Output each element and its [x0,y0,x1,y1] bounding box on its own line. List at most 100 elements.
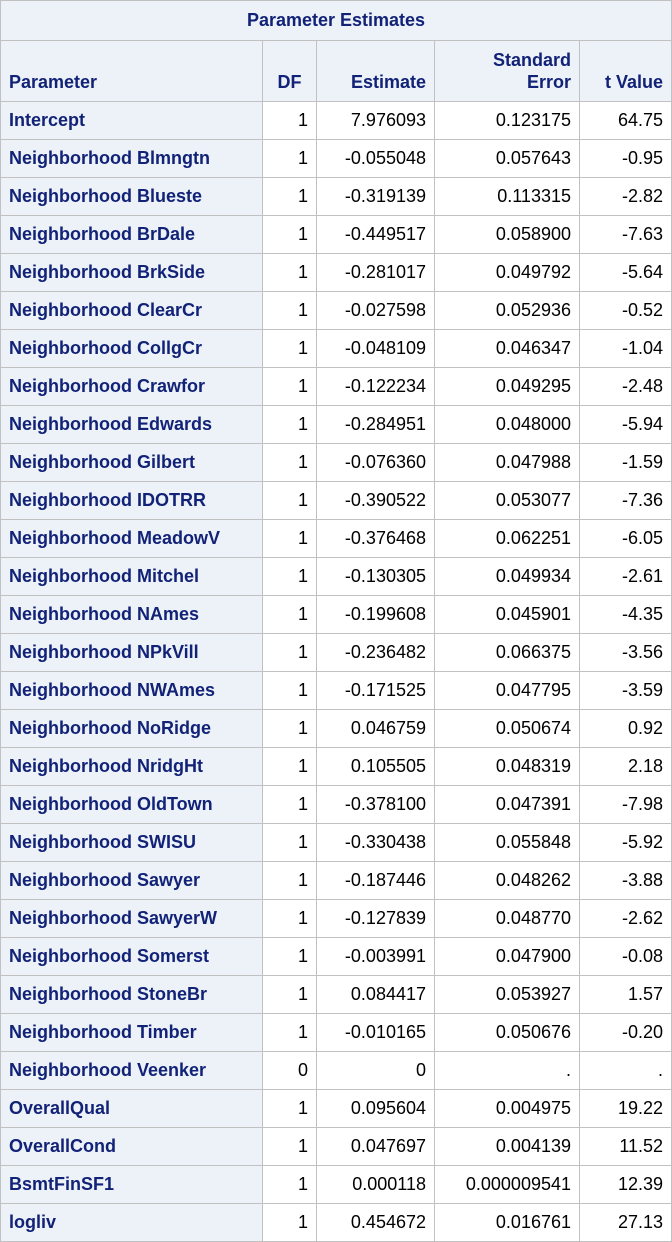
parameter-cell: BsmtFinSF1 [0,1165,263,1204]
table-row: BsmtFinSF1 1 0.000118 0.000009541 12.39 [0,1165,672,1204]
t-value-cell: -4.35 [578,595,672,634]
estimate-cell: -0.055048 [316,139,435,178]
df-cell: 1 [262,557,317,596]
standard-error-cell: 0.050674 [434,709,580,748]
parameter-cell: Neighborhood NAmes [0,595,263,634]
estimate-cell: 0.084417 [316,975,435,1014]
parameter-cell: logliv [0,1203,263,1242]
df-cell: 1 [262,215,317,254]
t-value-cell: 19.22 [578,1089,672,1128]
df-cell: 0 [262,1051,317,1090]
t-value-cell: -2.48 [578,367,672,406]
t-value-cell: 12.39 [578,1165,672,1204]
t-value-cell: -0.52 [578,291,672,330]
parameter-cell: Neighborhood StoneBr [0,975,263,1014]
parameter-cell: Neighborhood Blueste [0,177,263,216]
estimate-cell: -0.127839 [316,899,435,938]
standard-error-cell: 0.050676 [434,1013,580,1052]
table-body: Intercept 1 7.976093 0.123175 64.75 Neighborh… [0,101,672,1242]
estimate-cell: -0.236482 [316,633,435,672]
df-cell: 1 [262,177,317,216]
table-row: Neighborhood SawyerW 1 -0.127839 0.048770 -2… [0,899,672,938]
df-cell: 1 [262,405,317,444]
df-cell: 1 [262,861,317,900]
estimate-cell: -0.449517 [316,215,435,254]
standard-error-cell: 0.047795 [434,671,580,710]
t-value-cell: -7.63 [578,215,672,254]
t-value-cell: . [578,1051,672,1090]
table-row: OverallCond 1 0.047697 0.004139 11.52 [0,1127,672,1166]
estimate-cell: -0.376468 [316,519,435,558]
df-cell: 1 [262,899,317,938]
t-value-cell: -5.94 [578,405,672,444]
estimate-cell: 0.454672 [316,1203,435,1242]
parameter-cell: Neighborhood SawyerW [0,899,263,938]
estimate-cell: -0.027598 [316,291,435,330]
estimate-cell: -0.048109 [316,329,435,368]
estimate-cell: -0.199608 [316,595,435,634]
parameter-cell: Intercept [0,101,263,140]
parameter-cell: Neighborhood Veenker [0,1051,263,1090]
standard-error-cell: 0.004139 [434,1127,580,1166]
t-value-cell: 64.75 [578,101,672,140]
table-row: Neighborhood CollgCr 1 -0.048109 0.046347 -1… [0,329,672,368]
standard-error-cell: 0.053077 [434,481,580,520]
t-value-cell: 11.52 [578,1127,672,1166]
t-value-cell: -3.56 [578,633,672,672]
estimate-cell: -0.330438 [316,823,435,862]
df-cell: 1 [262,937,317,976]
df-cell: 1 [262,519,317,558]
parameter-cell: Neighborhood Mitchel [0,557,263,596]
table-row: Neighborhood SWISU 1 -0.330438 0.055848 -5.9… [0,823,672,862]
table-row: Neighborhood Blueste 1 -0.319139 0.113315 -2… [0,177,672,216]
standard-error-cell: 0.045901 [434,595,580,634]
parameter-cell: Neighborhood NPkVill [0,633,263,672]
table-row: Neighborhood NAmes 1 -0.199608 0.045901 -4.3… [0,595,672,634]
parameter-cell: Neighborhood NoRidge [0,709,263,748]
t-value-cell: -7.36 [578,481,672,520]
parameter-cell: Neighborhood Gilbert [0,443,263,482]
table-row: Neighborhood Veenker 0 0.. [0,1051,672,1090]
estimate-cell: 0 [316,1051,435,1090]
standard-error-cell: 0.048319 [434,747,580,786]
column-header-estimate: Estimate [316,40,435,102]
t-value-cell: -2.82 [578,177,672,216]
column-header-parameter: Parameter [0,40,263,102]
table-row: Neighborhood Edwards 1 -0.284951 0.048000 -5… [0,405,672,444]
standard-error-cell: 0.049934 [434,557,580,596]
parameter-cell: Neighborhood Crawfor [0,367,263,406]
parameter-cell: OverallCond [0,1127,263,1166]
standard-error-cell: 0.046347 [434,329,580,368]
table-row: Neighborhood Timber 1 -0.010165 0.050676 -0.… [0,1013,672,1052]
standard-error-cell: 0.058900 [434,215,580,254]
t-value-cell: 27.13 [578,1203,672,1242]
parameter-cell: Neighborhood Somerst [0,937,263,976]
parameter-cell: Neighborhood SWISU [0,823,263,862]
table-row: Neighborhood StoneBr 1 0.084417 0.053927 1.5… [0,975,672,1014]
table-row: Neighborhood BrDale 1 -0.449517 0.058900 -7.… [0,215,672,254]
df-cell: 1 [262,1089,317,1128]
table-row: Neighborhood OldTown 1 -0.378100 0.047391 -7… [0,785,672,824]
column-header-t-value: t Value [578,40,672,102]
table-row: Neighborhood NoRidge 1 0.046759 0.050674 0.9… [0,709,672,748]
estimate-cell: 0.095604 [316,1089,435,1128]
df-cell: 1 [262,443,317,482]
df-cell: 1 [262,595,317,634]
df-cell: 1 [262,671,317,710]
standard-error-cell: 0.004975 [434,1089,580,1128]
table-row: Neighborhood NPkVill 1 -0.236482 0.066375 -3… [0,633,672,672]
df-cell: 1 [262,367,317,406]
t-value-cell: 1.57 [578,975,672,1014]
standard-error-cell: 0.053927 [434,975,580,1014]
t-value-cell: -5.92 [578,823,672,862]
estimate-cell: -0.171525 [316,671,435,710]
estimate-cell: -0.281017 [316,253,435,292]
standard-error-cell: 0.048000 [434,405,580,444]
df-cell: 1 [262,291,317,330]
t-value-cell: -5.64 [578,253,672,292]
parameter-cell: Neighborhood Blmngtn [0,139,263,178]
estimate-cell: 0.105505 [316,747,435,786]
standard-error-cell: 0.052936 [434,291,580,330]
standard-error-cell: 0.048770 [434,899,580,938]
